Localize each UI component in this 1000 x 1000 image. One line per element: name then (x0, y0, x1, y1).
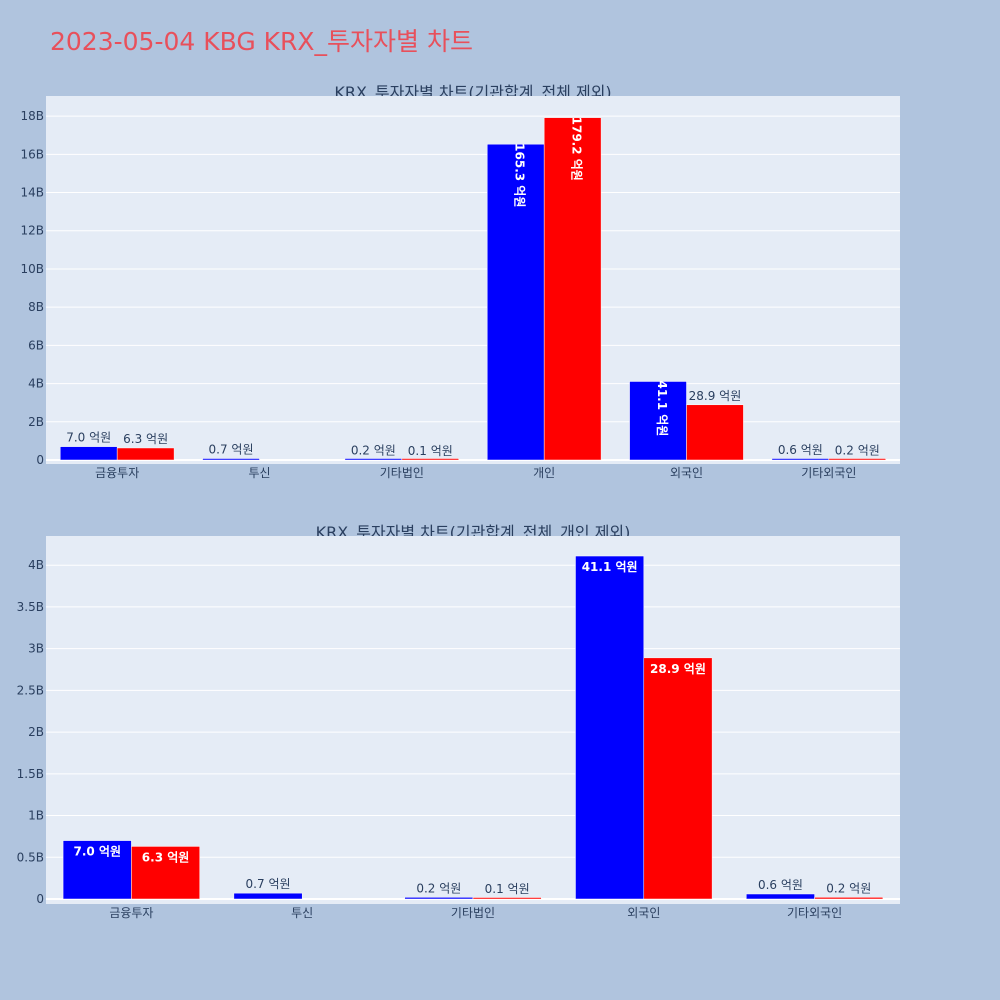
y-tick-label: 4B (28, 377, 44, 391)
chart-1: 0 2B 4B 6B 8B 10B 12B 14B 16B 18B 금융투자 7.0 억원 6.3 억원… (20, 96, 900, 480)
x-tick-label: 외국인 (670, 466, 703, 480)
y-tick-label: 0.5B (17, 850, 44, 864)
bar (116, 447, 175, 461)
bar (629, 381, 687, 461)
data-label: 165.3 억원 (513, 143, 527, 207)
bar (814, 897, 884, 900)
data-label: 0.6 억원 (778, 443, 823, 457)
y-tick-label: 1.5B (17, 767, 44, 781)
bar (746, 893, 815, 900)
bar (486, 143, 545, 461)
data-label: 6.3 억원 (142, 850, 190, 864)
bar (131, 846, 200, 900)
y-tick-label: 6B (28, 338, 44, 352)
data-label: 0.1 억원 (485, 882, 530, 896)
data-label: 28.9 억원 (650, 662, 706, 676)
data-label: 41.1 억원 (655, 380, 669, 436)
data-label: 0.2 억원 (826, 881, 871, 895)
data-label: 6.3 억원 (123, 432, 168, 446)
x-tick-label: 외국인 (627, 906, 660, 920)
data-label: 28.9 억원 (689, 389, 742, 403)
plot-area (46, 536, 900, 904)
data-label: 0.6 억원 (758, 878, 803, 892)
x-tick-label: 기타법인 (451, 906, 495, 920)
x-tick-label: 금융투자 (95, 466, 139, 480)
plot-area (46, 96, 900, 464)
bar (62, 840, 132, 900)
x-tick-label: 기타외국인 (787, 906, 842, 920)
y-tick-label: 10B (20, 262, 44, 276)
data-label: 7.0 억원 (73, 845, 121, 859)
y-tick-label: 0 (36, 892, 44, 906)
data-label: 0.2 억원 (351, 444, 396, 458)
x-tick-label: 기타법인 (380, 466, 424, 480)
bar (543, 117, 602, 461)
y-tick-label: 3.5B (17, 600, 44, 614)
x-tick-label: 금융투자 (109, 906, 153, 920)
y-tick-label: 12B (20, 224, 44, 238)
data-label: 41.1 억원 (582, 560, 638, 574)
x-tick-label: 개인 (533, 466, 555, 480)
y-tick-label: 4B (28, 558, 44, 572)
bar (404, 897, 474, 900)
y-tick-label: 2B (28, 415, 44, 429)
bar (686, 404, 744, 461)
x-tick-label: 투신 (248, 466, 270, 480)
bar (233, 892, 303, 900)
bar (202, 458, 260, 461)
y-tick-label: 14B (20, 186, 44, 200)
y-tick-label: 3B (28, 642, 44, 656)
data-label: 0.2 억원 (835, 444, 880, 458)
data-label: 0.7 억원 (246, 877, 291, 891)
bar (575, 555, 645, 900)
bar (828, 458, 887, 461)
y-tick-label: 2B (28, 725, 44, 739)
x-tick-label: 투신 (291, 906, 313, 920)
data-label: 0.1 억원 (408, 444, 453, 458)
y-tick-label: 8B (28, 300, 44, 314)
data-label: 179.2 억원 (570, 117, 584, 181)
y-tick-label: 18B (20, 109, 44, 123)
data-label: 0.2 억원 (416, 881, 461, 895)
x-tick-label: 기타외국인 (801, 466, 856, 480)
y-tick-label: 0 (36, 453, 44, 467)
data-label: 7.0 억원 (66, 431, 111, 445)
bar (643, 657, 713, 900)
y-tick-label: 16B (20, 147, 44, 161)
y-tick-label: 1B (28, 809, 44, 823)
data-label: 0.7 억원 (209, 443, 254, 457)
bar (401, 458, 460, 461)
page-title: 2023-05-04 KBG KRX_투자자별 차트 (50, 27, 473, 56)
bar (472, 897, 542, 900)
y-tick-label: 2.5B (17, 683, 44, 697)
